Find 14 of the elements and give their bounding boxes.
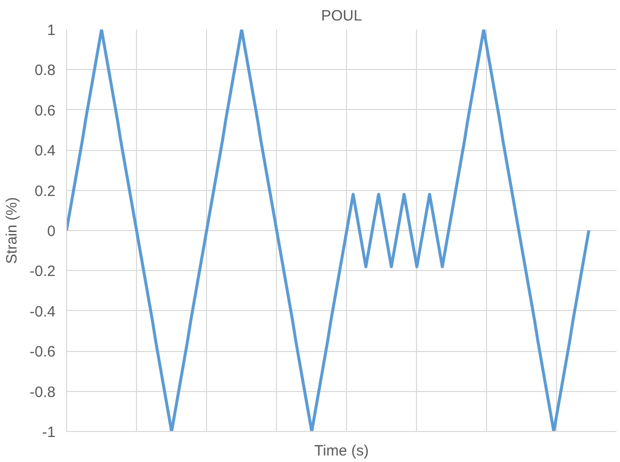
y-tick-label: -0.6 [30,344,56,361]
chart-title: POUL [321,8,362,24]
y-tick-label: 0.4 [34,142,56,160]
x-axis-title: Time (s) [314,442,369,460]
y-axis-title: Strain (%) [4,197,21,264]
y-tick-label: -1 [42,424,56,441]
y-tick-label: 0 [47,223,56,240]
y-tick-label: -0.4 [30,303,56,320]
y-tick-label: -0.2 [30,263,56,280]
y-tick-label: 1 [47,22,56,39]
y-tick-label: -0.8 [30,384,56,401]
y-tick-label: 0.8 [34,62,56,80]
y-tick-label: 0.2 [34,182,56,200]
y-tick-label: 0.6 [34,102,56,120]
